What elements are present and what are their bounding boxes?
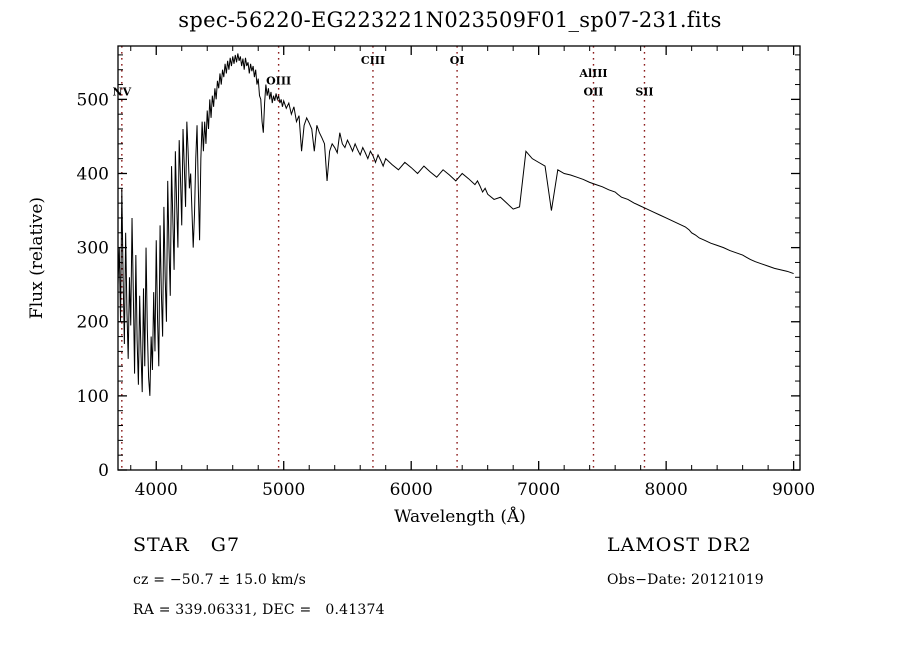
line-marker-nv: NV <box>113 86 132 99</box>
x-tick-label: 5000 <box>262 480 305 500</box>
axes-frame <box>117 45 801 471</box>
meta-survey: LAMOST DR2 <box>607 534 752 556</box>
line-marker-oiii: OIII <box>266 75 291 88</box>
y-tick-label: 500 <box>77 90 109 110</box>
meta-object-type: STAR G7 <box>133 534 241 556</box>
axis-tick-labels: 4000 5000 6000 7000 8000 9000 0 100 200 300 400 500 <box>77 90 816 500</box>
x-axis-label: Wavelength (Å) <box>394 506 526 527</box>
line-marker-ciii: CIII <box>361 54 385 67</box>
x-tick-label: 4000 <box>135 480 178 500</box>
y-tick-label: 100 <box>77 387 109 407</box>
y-tick-label: 400 <box>77 164 109 184</box>
line-marker-sii: SII <box>635 86 653 99</box>
line-marker-guides <box>121 46 646 470</box>
meta-velocity: cz = −50.7 ± 15.0 km/s <box>133 572 307 588</box>
spectrum-trace <box>117 53 794 396</box>
line-marker-oii: OII <box>584 86 604 99</box>
plot-title: spec-56220-EG223221N023509F01_sp07-231.f… <box>178 8 722 32</box>
line-marker-aliii: AlIII <box>578 67 607 80</box>
x-tick-label: 9000 <box>772 480 815 500</box>
meta-obs-date: Obs−Date: 20121019 <box>607 572 764 588</box>
meta-coordinates: RA = 339.06331, DEC = 0.41374 <box>133 602 385 618</box>
y-tick-label: 0 <box>98 461 109 481</box>
x-tick-label: 7000 <box>517 480 560 500</box>
line-marker-oi: OI <box>450 54 465 67</box>
flux-curve <box>117 53 794 396</box>
y-tick-label: 200 <box>77 313 109 333</box>
x-tick-label: 6000 <box>390 480 433 500</box>
line-marker-labels: NV OIII CIII OI AlIII OII SII <box>113 54 654 99</box>
y-axis-label: Flux (relative) <box>27 197 47 319</box>
x-tick-label: 8000 <box>645 480 688 500</box>
y-tick-label: 300 <box>77 239 109 259</box>
